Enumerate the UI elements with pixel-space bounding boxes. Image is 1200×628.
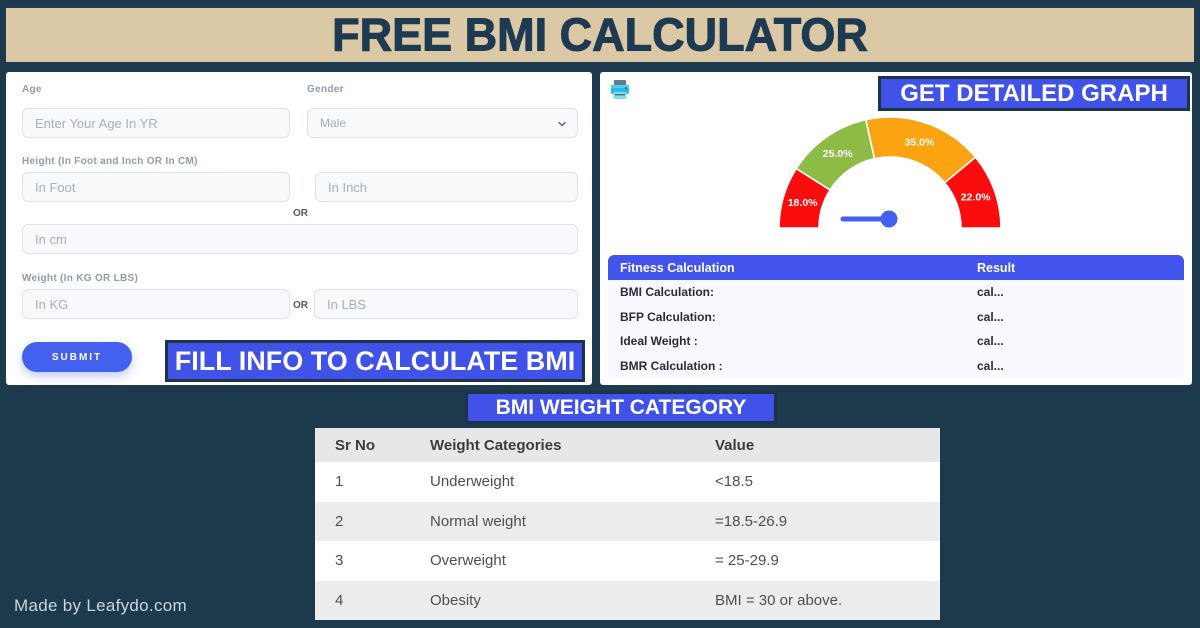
cell-value: = 25-29.9 bbox=[715, 552, 779, 570]
categories-col-header: Weight Categories bbox=[430, 436, 562, 454]
category-banner-text: BMI WEIGHT CATEGORY bbox=[495, 395, 747, 419]
gauge-segment-label: 25.0% bbox=[823, 148, 853, 160]
row-label: BMR Calculation : bbox=[620, 358, 723, 373]
gender-label: Gender bbox=[307, 84, 344, 95]
bmi-weight-category-banner: BMI WEIGHT CATEGORY bbox=[465, 391, 777, 424]
chevron-down-icon bbox=[557, 118, 567, 132]
row-label: Ideal Weight : bbox=[620, 334, 698, 349]
row-value: cal... bbox=[977, 358, 1004, 373]
result-col-header: Result bbox=[977, 260, 1016, 275]
cell-srno: 4 bbox=[335, 591, 344, 609]
gauge-segment-label: 18.0% bbox=[788, 197, 818, 209]
title-banner: FREE BMI CALCULATOR bbox=[3, 5, 1197, 65]
table-row: BFP Calculation: cal... bbox=[608, 305, 1184, 330]
table-row: 4 Obesity BMI = 30 or above. bbox=[315, 580, 940, 620]
height-inch-input[interactable] bbox=[315, 172, 578, 202]
gauge-needle-hub bbox=[880, 210, 898, 228]
category-table-header: Sr No Weight Categories Value bbox=[315, 428, 940, 462]
printer-icon[interactable] bbox=[608, 78, 632, 107]
weight-kg-input[interactable] bbox=[22, 289, 290, 319]
fitness-table: Fitness Calculation Result BMI Calculati… bbox=[608, 255, 1184, 378]
weight-or-label: OR bbox=[293, 300, 308, 311]
height-label: Height (In Foot and Inch OR In CM) bbox=[22, 156, 198, 167]
weight-label: Weight (In KG OR LBS) bbox=[22, 273, 139, 284]
fitness-col-header: Fitness Calculation bbox=[620, 260, 735, 275]
cell-srno: 2 bbox=[335, 512, 344, 530]
cell-category: Obesity bbox=[430, 591, 481, 609]
fill-info-banner: FILL INFO TO CALCULATE BMI bbox=[165, 340, 585, 382]
height-or-label: OR bbox=[293, 208, 308, 219]
table-row: 1 Underweight <18.5 bbox=[315, 462, 940, 502]
weight-lbs-input[interactable] bbox=[314, 289, 578, 319]
fitness-table-header: Fitness Calculation Result bbox=[608, 255, 1184, 280]
row-value: cal... bbox=[977, 334, 1004, 349]
table-row: Ideal Weight : cal... bbox=[608, 329, 1184, 354]
cell-category: Normal weight bbox=[430, 512, 526, 530]
row-label: BFP Calculation: bbox=[620, 309, 716, 324]
table-row: BMI Calculation: cal... bbox=[608, 280, 1184, 305]
table-row: 3 Overweight = 25-29.9 bbox=[315, 541, 940, 581]
bmi-gauge: 18.0% 25.0% 35.0% 22.0% bbox=[778, 116, 1002, 229]
cell-value: <18.5 bbox=[715, 473, 753, 491]
bmi-category-table: Sr No Weight Categories Value 1 Underwei… bbox=[315, 428, 940, 620]
gauge-segment bbox=[943, 156, 1002, 229]
height-cm-input[interactable] bbox=[22, 224, 578, 254]
srno-col-header: Sr No bbox=[335, 436, 376, 454]
value-col-header: Value bbox=[715, 436, 755, 454]
cell-value: =18.5-26.9 bbox=[715, 512, 788, 530]
age-input[interactable] bbox=[22, 108, 290, 138]
page-title: FREE BMI CALCULATOR bbox=[332, 7, 869, 62]
age-label: Age bbox=[22, 84, 42, 95]
fill-info-banner-text: FILL INFO TO CALCULATE BMI bbox=[174, 345, 576, 376]
table-row: BMR Calculation : cal... bbox=[608, 354, 1184, 379]
row-label: BMI Calculation: bbox=[620, 285, 715, 300]
row-value: cal... bbox=[977, 309, 1004, 324]
gauge-segment-label: 35.0% bbox=[905, 136, 935, 148]
gauge-segment-label: 22.0% bbox=[961, 192, 991, 204]
gender-select[interactable]: Male bbox=[307, 108, 578, 138]
get-detailed-graph-banner: GET DETAILED GRAPH bbox=[878, 76, 1190, 111]
gender-selected-value: Male bbox=[320, 116, 347, 130]
cell-srno: 3 bbox=[335, 552, 344, 570]
bmi-form-panel: Age Gender Male Height (In Foot and Inch… bbox=[6, 72, 592, 385]
cell-value: BMI = 30 or above. bbox=[715, 591, 843, 609]
submit-button[interactable]: SUBMIT bbox=[22, 342, 132, 372]
graph-banner-text: GET DETAILED GRAPH bbox=[900, 79, 1168, 107]
cell-category: Underweight bbox=[430, 473, 515, 491]
row-value: cal... bbox=[977, 285, 1004, 300]
graph-panel: GET DETAILED GRAPH 18.0% 25.0% 35.0% 22.0% … bbox=[600, 72, 1192, 385]
cell-category: Overweight bbox=[430, 552, 506, 570]
height-foot-input[interactable] bbox=[22, 172, 290, 202]
table-row: 2 Normal weight =18.5-26.9 bbox=[315, 501, 940, 541]
cell-srno: 1 bbox=[335, 473, 344, 491]
credit-text: Made by Leafydo.com bbox=[14, 596, 187, 615]
